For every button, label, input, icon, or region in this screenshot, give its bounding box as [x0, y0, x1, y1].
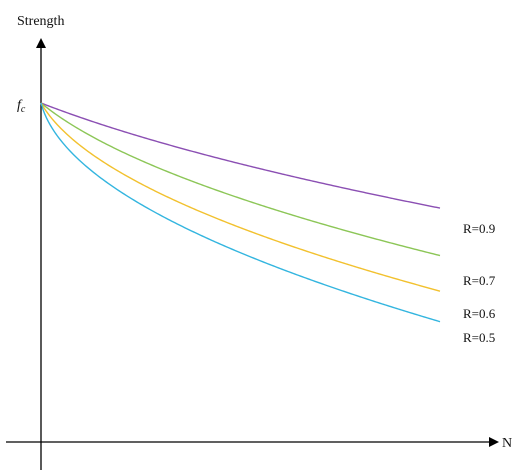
x-axis-title: N — [502, 436, 512, 451]
series-line-r-0-6 — [40, 102, 441, 292]
fc-label-main: f — [17, 98, 23, 113]
series-line-r-0-5 — [40, 102, 441, 323]
series-label-r-0-9: R=0.9 — [463, 221, 495, 236]
series-label-r-0-6: R=0.6 — [463, 306, 496, 321]
series-line-r-0-7 — [40, 102, 441, 257]
fc-label-sub: c — [21, 104, 26, 115]
series-group: R=0.9 R=0.7 R=0.6 R=0.5 — [40, 102, 496, 345]
fc-label: fc — [17, 98, 26, 115]
series-label-r-0-7: R=0.7 — [463, 273, 496, 288]
series-line-r-0-9 — [40, 102, 441, 209]
series-label-r-0-5: R=0.5 — [463, 330, 495, 345]
y-axis-title: Strength — [17, 14, 64, 29]
